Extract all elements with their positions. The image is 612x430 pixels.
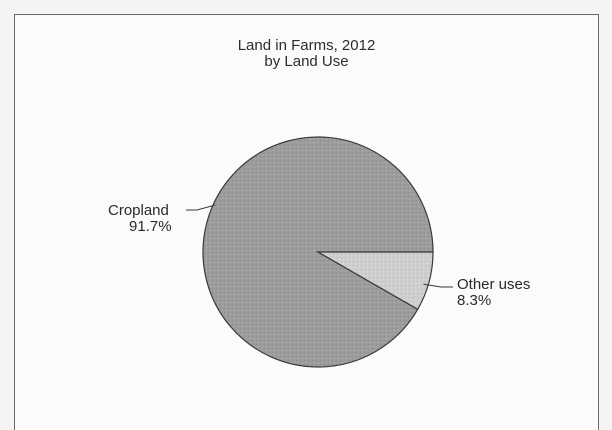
chart-title: Land in Farms, 2012 bbox=[237, 37, 376, 54]
slice-label-cropland: Cropland bbox=[108, 202, 169, 219]
slice-value-cropland: 91.7% bbox=[129, 218, 172, 235]
chart-subtitle: by Land Use bbox=[264, 53, 349, 70]
leader-line-cropland bbox=[186, 204, 216, 211]
leader-line-other-uses bbox=[423, 283, 453, 288]
pie-slice-other-uses bbox=[315, 251, 434, 311]
slice-label-other-uses: Other uses bbox=[457, 276, 531, 293]
slice-value-other-uses: 8.3% bbox=[457, 292, 492, 309]
